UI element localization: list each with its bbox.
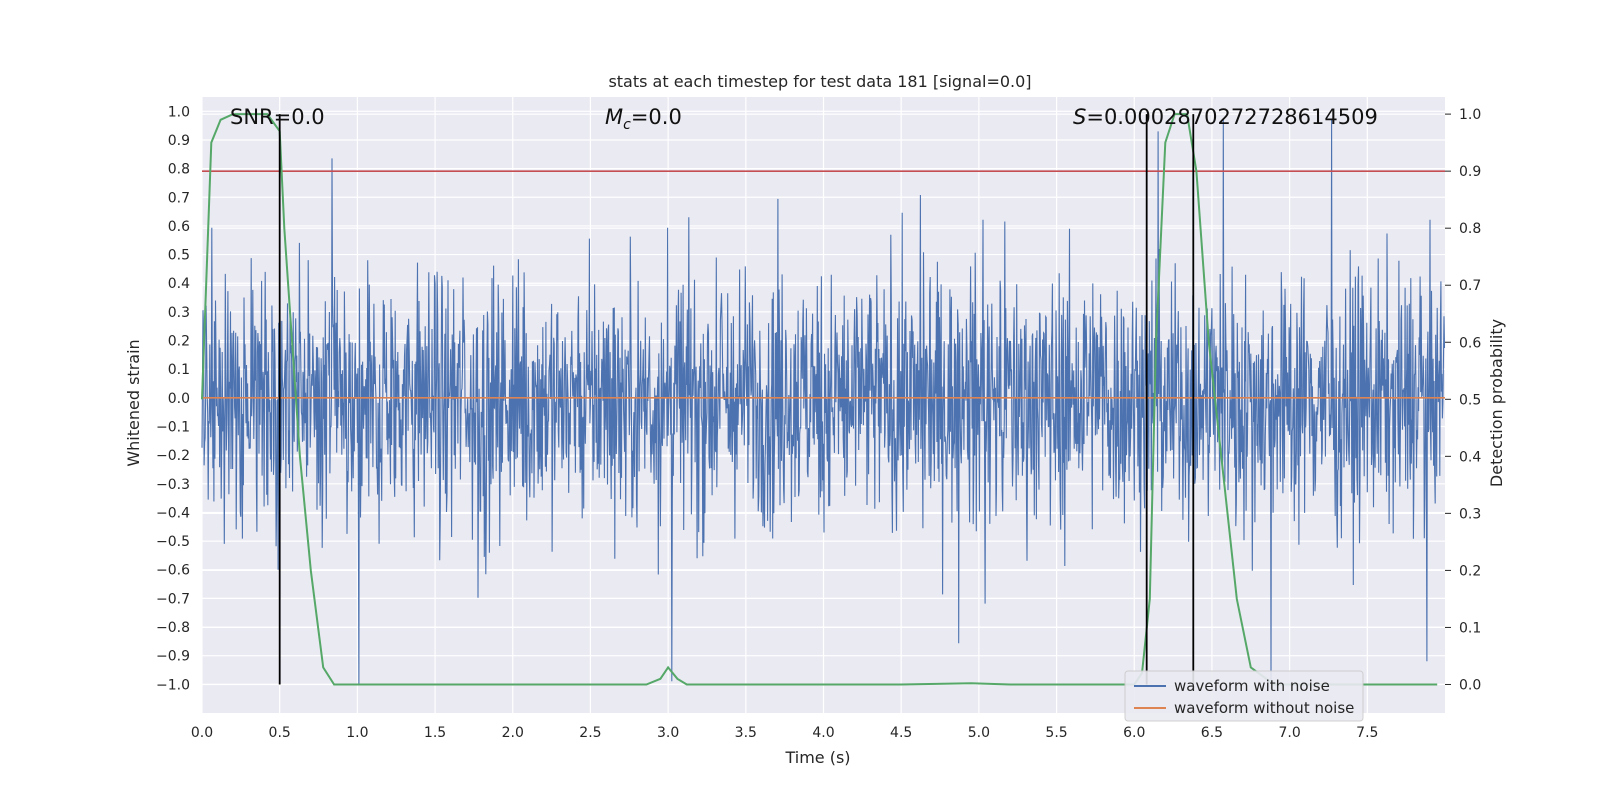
chart-title: stats at each timestep for test data 181… [608, 72, 1031, 91]
waveform-with-noise-series [201, 119, 1446, 685]
y-left-tick-label: 0.3 [168, 305, 190, 321]
y-left-tick-label: 0.6 [168, 219, 190, 235]
y-right-tick-label: 1.0 [1459, 107, 1481, 123]
x-tick-label: 2.0 [502, 725, 524, 741]
y-left-tick-label: 0.1 [168, 362, 190, 378]
y-left-tick-label: 0.5 [168, 248, 190, 264]
y-right-tick-label: 0.5 [1459, 392, 1481, 408]
y-right-tick-label: 0.7 [1459, 278, 1481, 294]
y-left-tick-label: −0.3 [156, 477, 190, 493]
x-tick-label: 5.0 [968, 725, 990, 741]
x-tick-label: 3.0 [657, 725, 679, 741]
legend: waveform with noise waveform without noi… [1124, 670, 1364, 722]
x-tick-label: 6.0 [1123, 725, 1145, 741]
x-tick-label: 7.0 [1278, 725, 1300, 741]
y-right-tick-label: 0.9 [1459, 164, 1481, 180]
x-tick-label: 1.5 [424, 725, 446, 741]
y-left-tick-label: −0.4 [156, 505, 190, 521]
legend-label-noise: waveform with noise [1174, 677, 1330, 695]
overlay-lines [201, 113, 1445, 686]
y-right-tick-label: 0.8 [1459, 221, 1481, 237]
y-left-tick-label: 0.8 [168, 162, 190, 178]
x-tick-label: 6.5 [1201, 725, 1223, 741]
y-right-tick-label: 0.0 [1459, 677, 1481, 693]
x-tick-label: 2.5 [579, 725, 601, 741]
y-left-tick-label: −1.0 [156, 677, 190, 693]
y-left-tick-label: −0.5 [156, 534, 190, 550]
x-tick-label: 1.0 [346, 725, 368, 741]
y-left-tick-label: 0.2 [168, 334, 190, 350]
y-right-tick-label: 0.4 [1459, 449, 1481, 465]
detection-probability-line [201, 113, 1438, 686]
y-right-tick-label: 0.1 [1459, 620, 1481, 636]
y-left-tick-label: 1.0 [168, 104, 190, 120]
x-tick-label: 4.5 [890, 725, 912, 741]
y-left-tick-label: 0.9 [168, 133, 190, 149]
y-left-tick-label: 0.7 [168, 190, 190, 206]
x-tick-label: 5.5 [1045, 725, 1067, 741]
s-symbol: S [1073, 105, 1086, 129]
y-axis-label-right: Detection probability [1487, 319, 1506, 487]
y-left-tick-label: −0.6 [156, 563, 190, 579]
y-right-tick-label: 0.6 [1459, 335, 1481, 351]
s-value: =0.0002870272728614509 [1086, 105, 1378, 129]
y-left-tick-label: −0.1 [156, 419, 190, 435]
x-tick-label: 0.5 [269, 725, 291, 741]
snr-annotation: SNR=0.0 [230, 105, 325, 129]
y-right-tick-label: 0.2 [1459, 563, 1481, 579]
y-left-tick-label: −0.7 [156, 591, 190, 607]
chirp-mass-value: =0.0 [631, 105, 682, 129]
y-left-tick-label: 0.4 [168, 276, 190, 292]
y-left-tick-label: −0.9 [156, 649, 190, 665]
legend-label-clean: waveform without noise [1174, 699, 1354, 717]
x-tick-label: 3.5 [735, 725, 757, 741]
legend-box [1124, 670, 1364, 722]
y-left-tick-label: −0.8 [156, 620, 190, 636]
chirp-mass-subscript: c [623, 117, 631, 133]
x-tick-label: 4.0 [812, 725, 834, 741]
x-axis-label: Time (s) [784, 748, 850, 767]
y-right-tick-label: 0.3 [1459, 506, 1481, 522]
waveform-with-noise-line [201, 119, 1446, 685]
s-annotation: S=0.0002870272728614509 [1073, 105, 1378, 129]
y-left-tick-label: −0.2 [156, 448, 190, 464]
y-axis-label-left: Whitened strain [124, 339, 143, 466]
y-left-tick-label: 0.0 [168, 391, 190, 407]
chirp-mass-symbol: M [605, 105, 623, 129]
chirp-mass-annotation: Mc=0.0 [605, 105, 682, 133]
x-tick-label: 7.5 [1356, 725, 1378, 741]
tick-labels: 0.0 0.5 1.0 1.5 2.0 2.5 3.0 3.5 4.0 4.5 5.0 5.5 6.0 6… [156, 104, 1481, 741]
x-tick-label: 0.0 [191, 725, 213, 741]
